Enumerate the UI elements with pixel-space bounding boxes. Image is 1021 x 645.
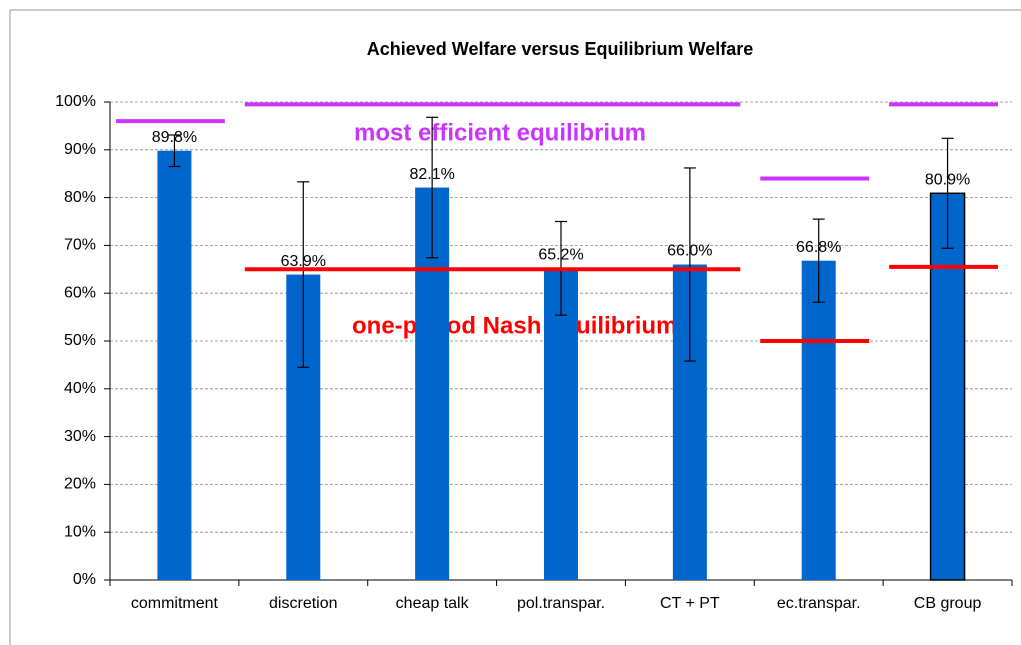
- y-tick-label: 80%: [64, 189, 96, 206]
- bar: [157, 150, 192, 581]
- annotation: one-period Nash equilibrium: [352, 312, 677, 339]
- bar: [801, 260, 836, 580]
- chart-title: Achieved Welfare versus Equilibrium Welf…: [367, 39, 753, 59]
- y-tick-label: 40%: [64, 380, 96, 397]
- y-tick-label: 10%: [64, 523, 96, 540]
- y-tick-label: 30%: [64, 428, 96, 445]
- data-label: 63.9%: [281, 253, 326, 270]
- data-label: 82.1%: [409, 166, 454, 183]
- x-tick-label: ec.transpar.: [777, 595, 861, 612]
- y-tick-label: 90%: [64, 141, 96, 158]
- data-label: 66.0%: [667, 243, 712, 260]
- x-tick-label: CB group: [914, 595, 982, 612]
- data-label: 89.8%: [152, 129, 197, 146]
- x-tick-label: cheap talk: [396, 595, 470, 612]
- bar: [929, 192, 966, 581]
- y-tick-label: 60%: [64, 284, 96, 301]
- data-label: 80.9%: [925, 172, 970, 189]
- x-tick-label: discretion: [269, 595, 337, 612]
- data-label: 66.8%: [796, 239, 841, 256]
- y-tick-label: 100%: [55, 93, 96, 110]
- y-tick-label: 50%: [64, 332, 96, 349]
- x-tick-label: pol.transpar.: [517, 595, 605, 612]
- annotation: most efficient equilibrium: [354, 119, 646, 146]
- y-tick-label: 20%: [64, 476, 96, 493]
- x-tick-label: CT + PT: [660, 595, 720, 612]
- bar: [544, 268, 578, 580]
- y-tick-label: 0%: [73, 571, 96, 588]
- data-label: 65.2%: [538, 247, 583, 264]
- y-tick-label: 70%: [64, 237, 96, 254]
- x-tick-label: commitment: [131, 595, 219, 612]
